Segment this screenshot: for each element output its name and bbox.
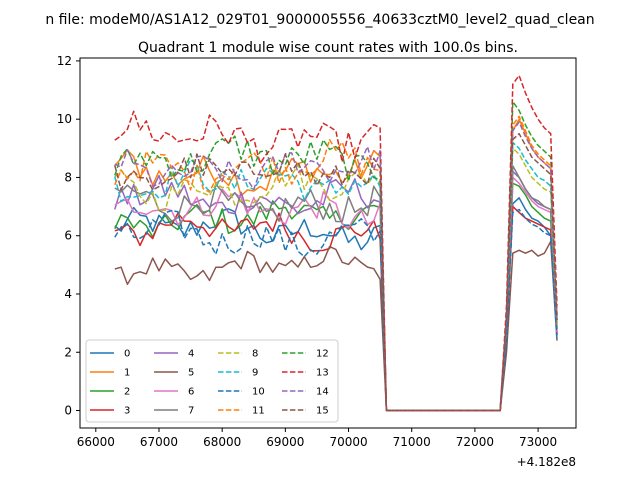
legend-label-0: 0 (124, 349, 130, 360)
legend-label-9: 9 (252, 368, 258, 379)
y-tick-label: 2 (64, 345, 72, 359)
plot-area (114, 74, 558, 412)
figure-suptitle: n file: modeM0/AS1A12_029T01_9000005556_… (45, 12, 594, 28)
legend-label-10: 10 (252, 387, 265, 398)
legend-label-2: 2 (124, 387, 130, 398)
legend-label-3: 3 (124, 406, 130, 417)
legend-label-8: 8 (252, 349, 258, 360)
x-axis: 66000 67000 68000 69000 70000 71000 72000 73000 (77, 428, 557, 449)
legend-label-6: 6 (188, 387, 194, 398)
legend-label-14: 14 (316, 387, 329, 398)
y-tick-label: 4 (64, 287, 72, 301)
x-tick-label: 70000 (329, 435, 367, 449)
x-tick-label: 66000 (77, 435, 115, 449)
x-axis-offset-label: +4.182e8 (517, 455, 576, 469)
y-tick-label: 0 (64, 404, 72, 418)
axes-frame (79, 57, 577, 429)
y-tick-label: 8 (64, 170, 72, 184)
y-tick-label: 6 (64, 229, 72, 243)
y-tick-label: 10 (57, 112, 72, 126)
y-tick-label: 12 (57, 54, 72, 68)
legend-label-1: 1 (124, 368, 130, 379)
x-tick-label: 73000 (519, 435, 557, 449)
x-tick-label: 72000 (456, 435, 494, 449)
legend-label-15: 15 (316, 406, 329, 417)
legend-label-12: 12 (316, 349, 329, 360)
x-tick-label: 69000 (266, 435, 304, 449)
legend-label-13: 13 (316, 368, 329, 379)
x-tick-label: 67000 (140, 435, 178, 449)
legend-label-5: 5 (188, 368, 194, 379)
legend-label-4: 4 (188, 349, 194, 360)
y-axis: 0 2 4 6 8 10 12 (57, 54, 80, 418)
x-tick-label: 71000 (393, 435, 431, 449)
chart-title: Quadrant 1 module wise count rates with … (138, 40, 518, 56)
legend-label-11: 11 (252, 406, 265, 417)
x-tick-label: 68000 (203, 435, 241, 449)
legend-box (85, 339, 339, 423)
series-line-15 (114, 132, 558, 412)
legend-label-7: 7 (188, 406, 194, 417)
